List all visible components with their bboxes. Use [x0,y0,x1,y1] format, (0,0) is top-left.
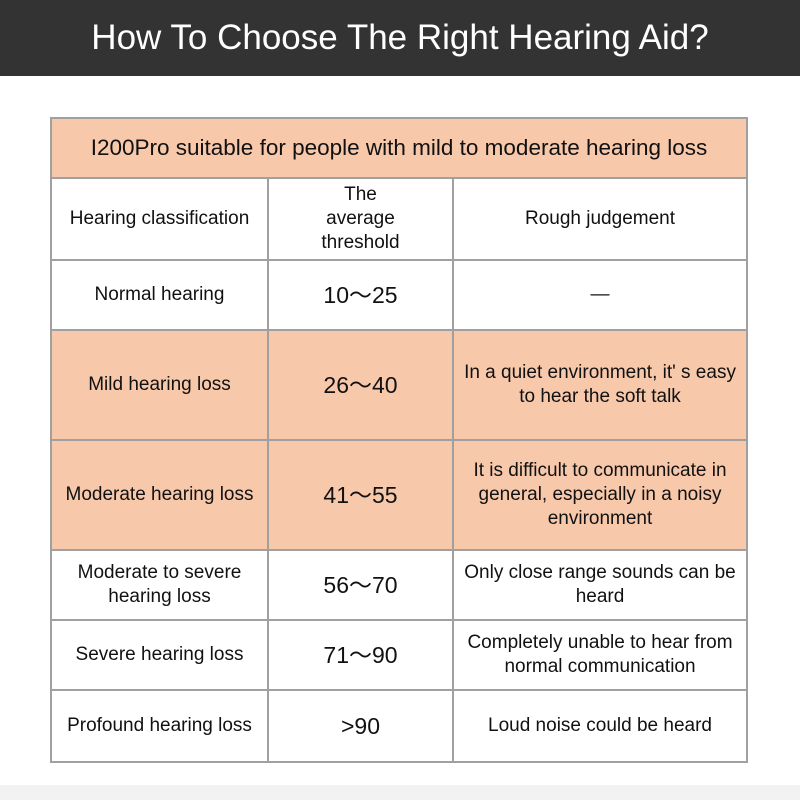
table-row: Normal hearing 10～25— [50,259,749,331]
judgement-cell: In a quiet environment, it' s easy to he… [451,329,749,441]
classification-cell: Moderate to severe hearing loss [50,549,269,621]
judgement-cell: — [451,259,749,331]
threshold-cell: 41～55 [267,439,454,551]
column-header: The average threshold [267,177,454,261]
column-header: Hearing classification [50,177,269,261]
page-title: How To Choose The Right Hearing Aid? [91,18,709,57]
threshold-cell: 71～90 [267,619,454,691]
threshold-cell: 26～40 [267,329,454,441]
table-row: Moderate to severe hearing loss 56～70 Only… [50,549,749,621]
table-row: Profound hearing loss >90 Loud noise could… [50,689,749,763]
table-row: Mild hearing loss 26～40 In a quiet environ… [50,329,749,441]
judgement-cell: It is difficult to communicate in genera… [451,439,749,551]
judgement-cell: Only close range sounds can be heard [451,549,749,621]
page-header: How To Choose The Right Hearing Aid? [0,0,800,76]
table-row: Severe hearing loss 71～90 Completely unabl… [50,619,749,691]
table-row: Moderate hearing loss 41～55 It is difficul… [50,439,749,551]
classification-cell: Normal hearing [50,259,269,331]
threshold-cell: 10～25 [267,259,454,331]
bottom-strip [0,785,800,800]
classification-cell: Mild hearing loss [50,329,269,441]
table-title-row: I200Pro suitable for people with mild to… [49,117,749,179]
threshold-cell: 56～70 [267,549,454,621]
table-title: I200Pro suitable for people with mild to… [49,117,749,179]
hearing-classification-table: I200Pro suitable for people with mild to… [49,117,749,763]
threshold-cell: >90 [267,689,454,763]
judgement-cell: Loud noise could be heard [451,689,749,763]
table-header-row: Hearing classification The average thres… [50,177,749,261]
classification-cell: Severe hearing loss [50,619,269,691]
classification-cell: Moderate hearing loss [50,439,269,551]
column-header: Rough judgement [451,177,749,261]
judgement-cell: Completely unable to hear from normal co… [451,619,749,691]
classification-cell: Profound hearing loss [50,689,269,763]
